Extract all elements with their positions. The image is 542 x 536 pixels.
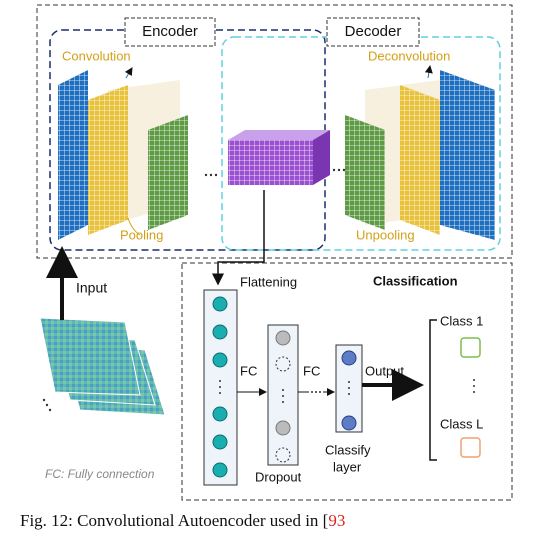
bracket — [429, 319, 437, 461]
note: FC: Fully connection — [45, 467, 155, 481]
arrow — [124, 67, 133, 79]
classification-title: Classification — [373, 273, 458, 288]
class-box — [460, 337, 481, 358]
vertical-ellipsis — [219, 379, 475, 403]
fc-label: FC — [240, 363, 257, 378]
output-label: Output — [365, 363, 404, 378]
classify-neurons — [341, 350, 357, 431]
feature-map — [440, 70, 495, 240]
classify-label: layer — [333, 459, 362, 474]
classification-box — [181, 262, 513, 501]
convolution-label: Convolution — [62, 48, 131, 63]
caption: Fig. 12: Convolutional Autoencoder used … — [20, 511, 345, 530]
feature-map — [58, 70, 88, 240]
classify-label: Classify — [325, 442, 371, 457]
decoder-label-box — [326, 17, 420, 47]
encoder-label-box — [124, 17, 216, 47]
feature-map — [345, 115, 385, 230]
caption-text: Fig. 12: Convolutional Autoencoder used … — [20, 511, 329, 530]
deconvolution-label: Deconvolution — [368, 48, 450, 63]
input-label: Input — [76, 280, 107, 296]
decoder-label: Decoder — [345, 23, 402, 40]
feature-map — [88, 85, 128, 235]
caption-ref: 93 — [328, 511, 345, 530]
feature-map — [148, 115, 188, 230]
unpooling-label: Unpooling — [356, 227, 415, 242]
fc-label: FC — [303, 363, 320, 378]
flattening-label: Flattening — [240, 274, 297, 289]
input-images — [39, 317, 166, 416]
latent-cube — [313, 130, 330, 185]
pooling-label: Pooling — [120, 227, 163, 242]
class-label: Class L — [440, 416, 483, 431]
dropout-neurons — [275, 330, 291, 463]
autoencoder-box — [36, 4, 513, 259]
latent-cube — [228, 140, 313, 185]
encoder-label: Encoder — [142, 23, 198, 40]
ellipsis — [204, 168, 346, 177]
feature-map — [400, 85, 440, 235]
class-label: Class 1 — [440, 313, 483, 328]
class-box — [460, 437, 481, 458]
latent-cube — [228, 130, 330, 140]
pointer — [127, 217, 141, 236]
neurons — [212, 296, 228, 478]
flatten-arrow — [212, 190, 265, 286]
dropout-label: Dropout — [255, 469, 302, 484]
arrow — [424, 65, 433, 79]
